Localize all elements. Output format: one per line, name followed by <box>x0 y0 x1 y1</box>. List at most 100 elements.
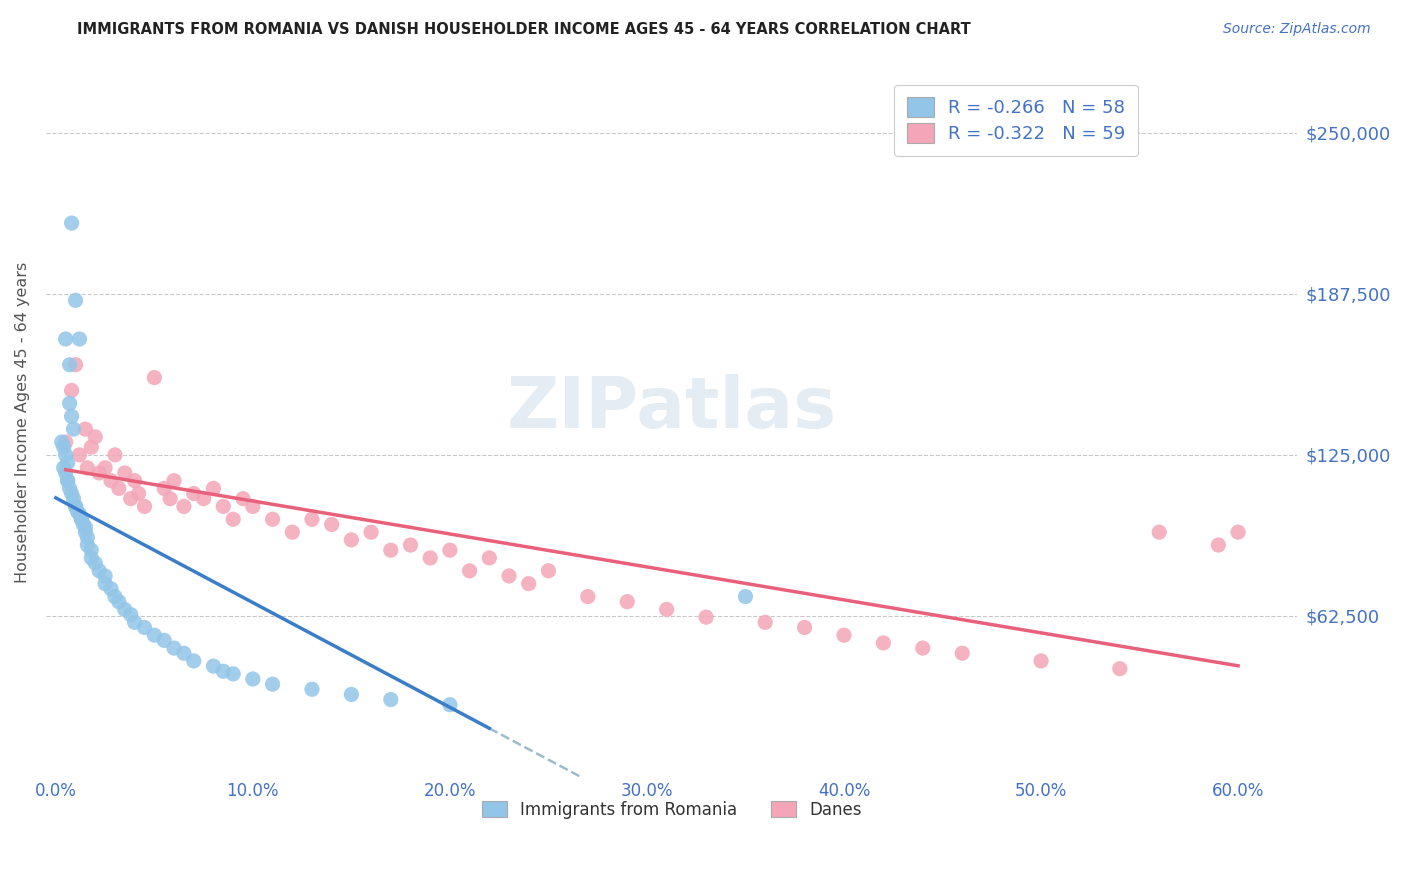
Text: IMMIGRANTS FROM ROMANIA VS DANISH HOUSEHOLDER INCOME AGES 45 - 64 YEARS CORRELAT: IMMIGRANTS FROM ROMANIA VS DANISH HOUSEH… <box>77 22 972 37</box>
Point <box>419 550 441 565</box>
Point <box>84 430 107 444</box>
Point <box>173 646 195 660</box>
Point <box>60 409 83 424</box>
Point <box>104 590 127 604</box>
Point <box>222 512 245 526</box>
Point <box>1147 525 1170 540</box>
Point <box>478 550 501 565</box>
Point <box>153 633 176 648</box>
Point <box>655 602 678 616</box>
Point <box>70 512 93 526</box>
Point <box>1227 525 1250 540</box>
Point <box>439 698 461 712</box>
Point <box>832 628 855 642</box>
Point <box>340 688 363 702</box>
Point <box>59 396 82 410</box>
Point <box>193 491 215 506</box>
Point <box>380 692 402 706</box>
Point <box>65 500 87 514</box>
Point <box>498 569 520 583</box>
Point <box>537 564 560 578</box>
Point <box>1029 654 1052 668</box>
Point <box>340 533 363 547</box>
Point <box>134 620 156 634</box>
Point <box>52 440 75 454</box>
Point <box>232 491 254 506</box>
Point <box>301 682 323 697</box>
Point <box>202 482 225 496</box>
Point <box>89 466 111 480</box>
Point <box>84 556 107 570</box>
Point <box>222 666 245 681</box>
Point <box>616 595 638 609</box>
Text: Source: ZipAtlas.com: Source: ZipAtlas.com <box>1223 22 1371 37</box>
Point <box>52 460 75 475</box>
Point <box>66 504 89 518</box>
Point <box>55 332 77 346</box>
Point <box>60 216 83 230</box>
Point <box>399 538 422 552</box>
Text: ZIPatlas: ZIPatlas <box>506 374 837 443</box>
Point <box>65 358 87 372</box>
Point <box>120 607 142 622</box>
Point <box>62 491 84 506</box>
Point <box>94 569 117 583</box>
Point <box>69 448 91 462</box>
Point <box>380 543 402 558</box>
Point <box>51 435 73 450</box>
Point <box>439 543 461 558</box>
Point <box>65 500 87 514</box>
Point <box>80 440 103 454</box>
Point <box>56 474 79 488</box>
Legend: Immigrants from Romania, Danes: Immigrants from Romania, Danes <box>475 794 868 825</box>
Point <box>143 370 166 384</box>
Point <box>94 576 117 591</box>
Point <box>108 482 131 496</box>
Point <box>72 517 94 532</box>
Point <box>872 636 894 650</box>
Point <box>212 665 235 679</box>
Point <box>576 590 599 604</box>
Point <box>75 422 97 436</box>
Point <box>517 576 540 591</box>
Point <box>59 482 82 496</box>
Point <box>212 500 235 514</box>
Point <box>76 530 98 544</box>
Point <box>153 482 176 496</box>
Point <box>128 486 150 500</box>
Point <box>183 654 205 668</box>
Point <box>80 550 103 565</box>
Point <box>120 491 142 506</box>
Point <box>163 641 186 656</box>
Point <box>114 602 136 616</box>
Point <box>173 500 195 514</box>
Point <box>793 620 815 634</box>
Point <box>734 590 756 604</box>
Point <box>124 615 146 630</box>
Point <box>124 474 146 488</box>
Point <box>1108 662 1130 676</box>
Point <box>695 610 717 624</box>
Point <box>114 466 136 480</box>
Point <box>143 628 166 642</box>
Point <box>301 512 323 526</box>
Point <box>183 486 205 500</box>
Point <box>69 507 91 521</box>
Point <box>754 615 776 630</box>
Point <box>76 460 98 475</box>
Point <box>75 525 97 540</box>
Point <box>262 677 284 691</box>
Point <box>60 486 83 500</box>
Point <box>75 520 97 534</box>
Point <box>950 646 973 660</box>
Point <box>60 384 83 398</box>
Point <box>70 512 93 526</box>
Point <box>69 332 91 346</box>
Point <box>55 448 77 462</box>
Point <box>242 500 264 514</box>
Point <box>163 474 186 488</box>
Point <box>56 474 79 488</box>
Point <box>80 543 103 558</box>
Point <box>56 456 79 470</box>
Point <box>65 293 87 308</box>
